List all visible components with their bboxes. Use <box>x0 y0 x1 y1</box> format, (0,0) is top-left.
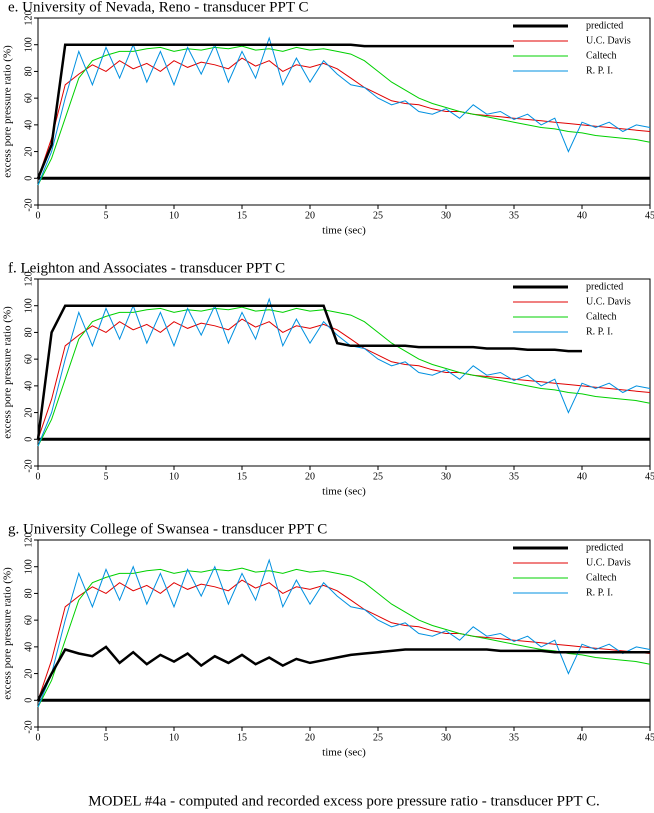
x-tick-label: 25 <box>373 210 383 221</box>
x-tick-label: 35 <box>509 732 519 743</box>
y-tick-label: 100 <box>23 298 34 313</box>
legend-label: Caltech <box>586 50 617 61</box>
x-tick-label: 10 <box>169 471 179 482</box>
y-tick-label: 60 <box>23 354 34 364</box>
legend-label: Caltech <box>586 572 617 583</box>
legend-label: predicted <box>586 281 623 292</box>
series-line <box>36 304 582 440</box>
y-axis-label: excess pore pressure ratio (%) <box>2 567 14 700</box>
chart-title: e. University of Nevada, Reno - transduc… <box>8 0 309 15</box>
chart-panel: f. Leighton and Associates - transducer … <box>2 260 654 497</box>
y-tick-label: 20 <box>23 408 34 418</box>
y-tick-label: 80 <box>23 327 34 337</box>
x-tick-label: 30 <box>441 210 451 221</box>
series-line <box>37 558 651 708</box>
x-tick-label: 30 <box>441 471 451 482</box>
y-axis-label: excess pore pressure ratio (%) <box>2 45 14 178</box>
y-tick-label: 60 <box>23 615 34 625</box>
x-tick-label: 5 <box>104 471 109 482</box>
x-tick-label: 25 <box>373 471 383 482</box>
y-tick-label: 0 <box>23 176 34 181</box>
y-tick-label: 120 <box>23 11 34 26</box>
legend-label: R. P. I. <box>586 587 613 598</box>
x-tick-label: 15 <box>237 471 247 482</box>
chart-panel: g. University College of Swansea - trans… <box>2 521 654 758</box>
x-tick-label: 15 <box>237 210 247 221</box>
x-tick-label: 20 <box>305 732 315 743</box>
y-tick-label: -20 <box>23 459 34 472</box>
y-tick-label: 40 <box>23 381 34 391</box>
y-tick-label: 20 <box>23 669 34 679</box>
y-tick-label: 0 <box>23 437 34 442</box>
x-tick-label: 15 <box>237 732 247 743</box>
x-tick-label: 30 <box>441 732 451 743</box>
x-tick-label: 35 <box>509 471 519 482</box>
legend-label: Caltech <box>586 311 617 322</box>
x-tick-label: 25 <box>373 732 383 743</box>
legend-label: U.C. Davis <box>586 557 631 568</box>
series-line <box>37 36 651 186</box>
x-axis-label: time (sec) <box>322 225 366 237</box>
y-tick-label: 0 <box>23 698 34 703</box>
series-line <box>37 57 651 179</box>
series-line <box>37 306 651 447</box>
x-tick-label: 45 <box>645 210 654 221</box>
series-line <box>37 297 651 447</box>
series-line <box>37 579 651 701</box>
y-tick-label: -20 <box>23 720 34 733</box>
x-tick-label: 5 <box>104 732 109 743</box>
x-tick-label: 10 <box>169 732 179 743</box>
chart-panel: e. University of Nevada, Reno - transduc… <box>2 0 654 237</box>
series-line <box>36 645 650 701</box>
y-tick-label: 60 <box>23 93 34 103</box>
series-line <box>36 43 514 179</box>
y-tick-label: 80 <box>23 66 34 76</box>
x-tick-label: 40 <box>577 732 587 743</box>
caption: MODEL #4a - computed and recorded excess… <box>88 793 600 809</box>
y-tick-label: 100 <box>23 559 34 574</box>
x-tick-label: 20 <box>305 210 315 221</box>
chart-title: f. Leighton and Associates - transducer … <box>8 260 285 276</box>
legend-label: R. P. I. <box>586 65 613 76</box>
chart-title: g. University College of Swansea - trans… <box>8 521 327 537</box>
x-tick-label: 0 <box>36 732 41 743</box>
x-tick-label: 20 <box>305 471 315 482</box>
y-tick-label: 40 <box>23 642 34 652</box>
x-tick-label: 40 <box>577 210 587 221</box>
y-tick-label: 20 <box>23 147 34 157</box>
legend-label: R. P. I. <box>586 326 613 337</box>
y-tick-label: 100 <box>23 37 34 52</box>
x-tick-label: 5 <box>104 210 109 221</box>
plot-frame <box>37 17 651 206</box>
legend-label: U.C. Davis <box>586 296 631 307</box>
x-tick-label: 45 <box>645 732 654 743</box>
y-tick-label: 40 <box>23 120 34 130</box>
x-axis-label: time (sec) <box>322 747 366 759</box>
series-line <box>37 45 651 186</box>
plot-frame <box>37 539 651 728</box>
legend-label: predicted <box>586 20 623 31</box>
x-tick-label: 0 <box>36 210 41 221</box>
y-tick-label: -20 <box>23 198 34 211</box>
x-tick-label: 40 <box>577 471 587 482</box>
y-tick-label: 120 <box>23 533 34 548</box>
y-axis-label: excess pore pressure ratio (%) <box>2 306 14 439</box>
plot-frame <box>37 278 651 467</box>
x-tick-label: 45 <box>645 471 654 482</box>
legend-label: U.C. Davis <box>586 35 631 46</box>
x-axis-label: time (sec) <box>322 486 366 498</box>
y-tick-label: 80 <box>23 588 34 598</box>
x-tick-label: 0 <box>36 471 41 482</box>
x-tick-label: 10 <box>169 210 179 221</box>
y-tick-label: 120 <box>23 272 34 287</box>
series-line <box>37 318 651 440</box>
series-line <box>37 567 651 708</box>
x-tick-label: 35 <box>509 210 519 221</box>
legend-label: predicted <box>586 542 623 553</box>
